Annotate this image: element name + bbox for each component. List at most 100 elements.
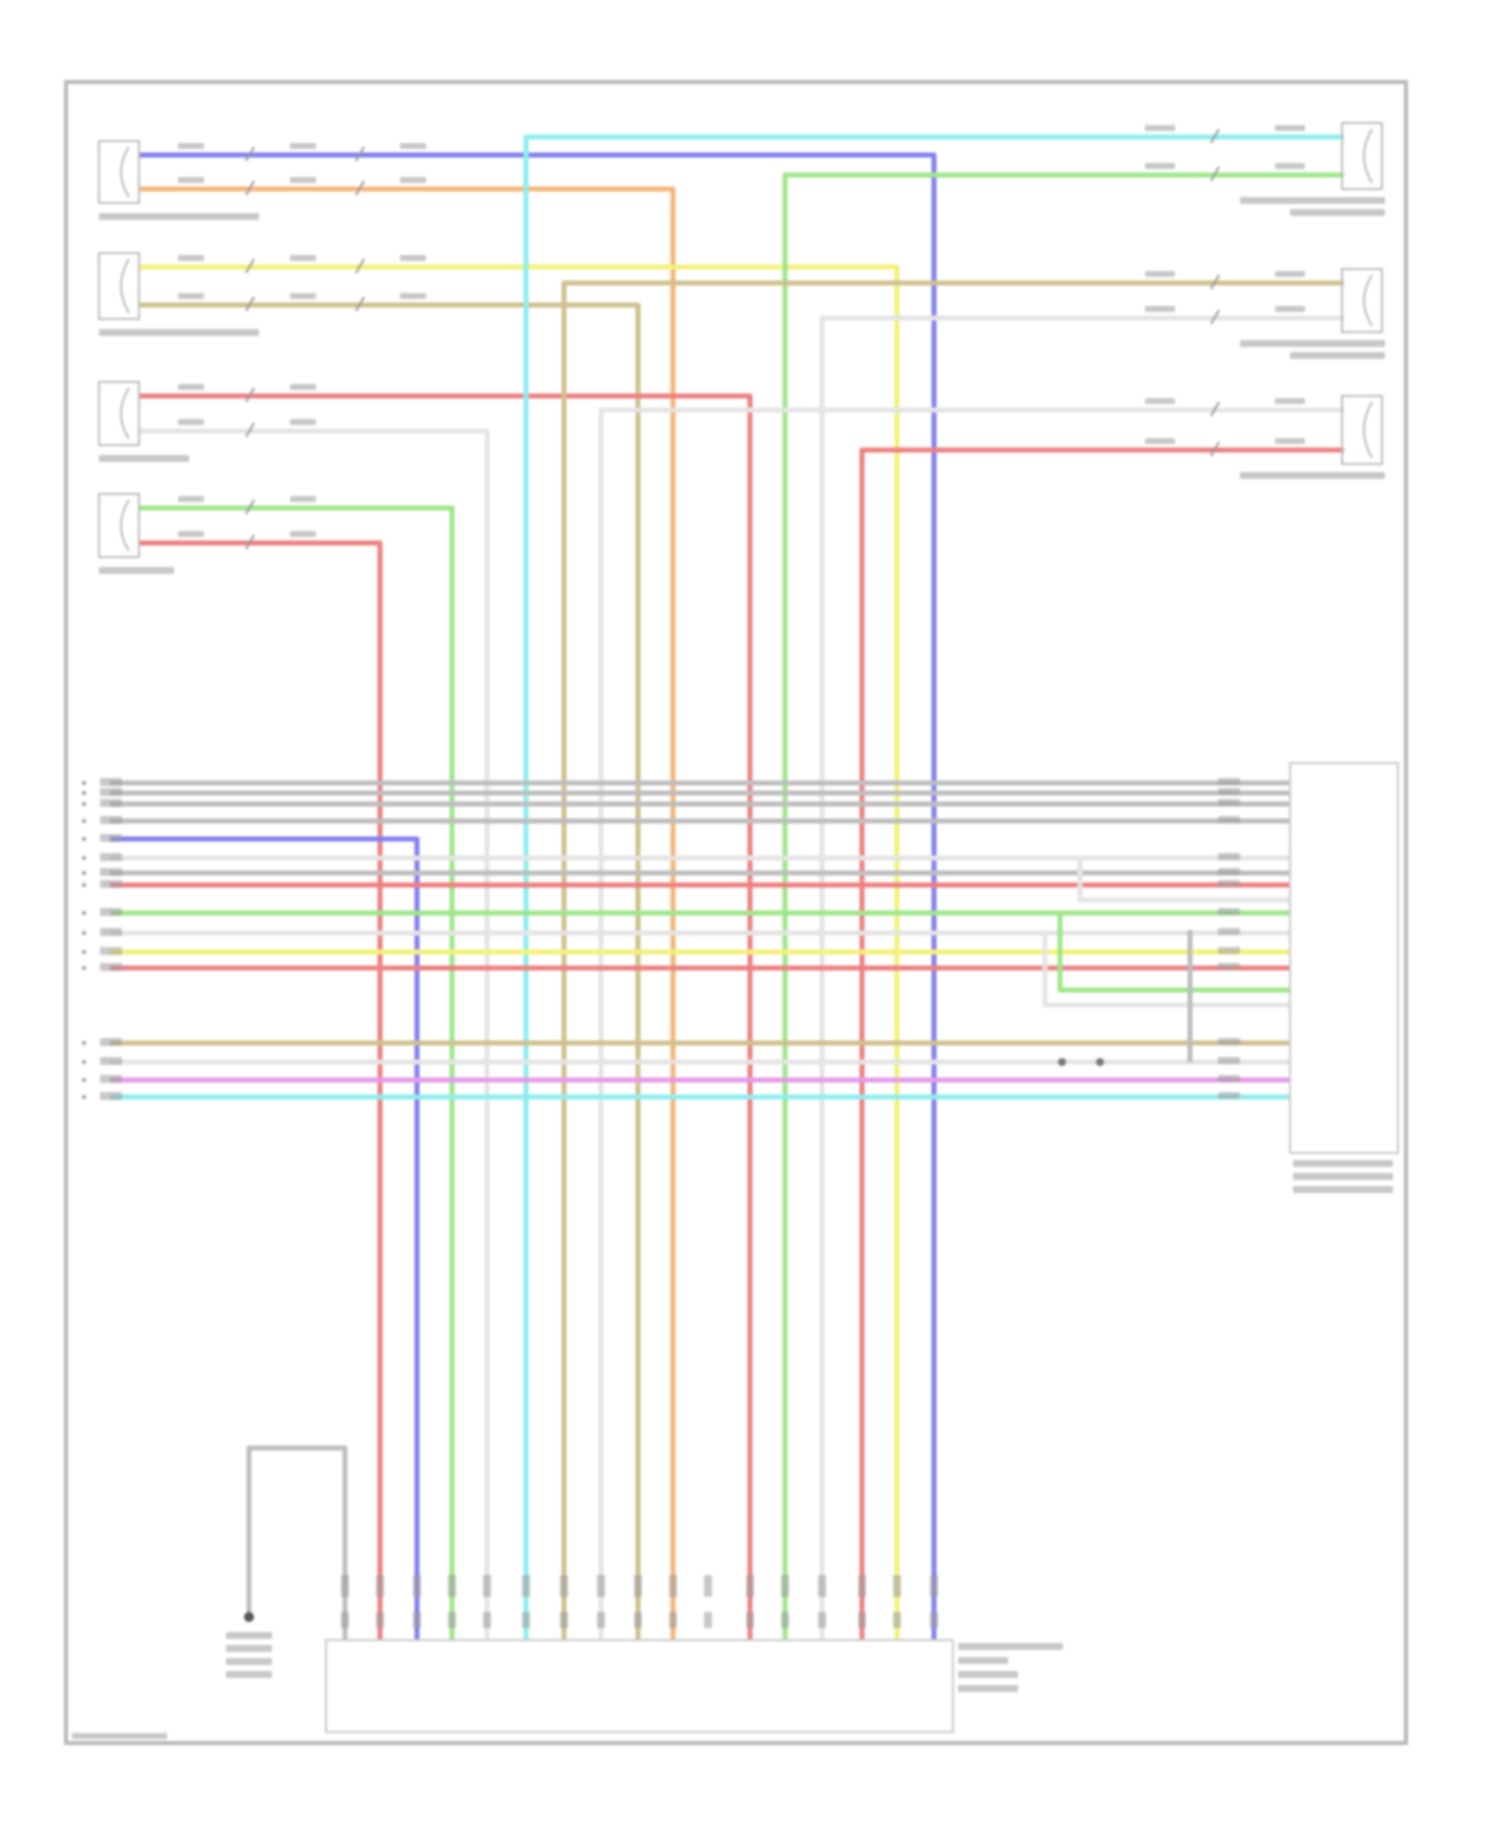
pin-number — [82, 1095, 86, 1099]
pin-label — [100, 1092, 122, 1100]
speaker-name-label — [1240, 472, 1385, 479]
connector-name-label — [958, 1671, 1018, 1678]
pin-number — [82, 871, 86, 875]
wires — [110, 134, 1344, 1640]
wire-blue — [138, 152, 937, 1640]
wire-white — [819, 315, 1344, 1640]
wire-label — [1218, 928, 1240, 935]
pin-number — [413, 1612, 421, 1628]
pin-number — [483, 1612, 491, 1628]
diagram-frame — [64, 80, 1408, 1745]
pin-label — [100, 963, 122, 971]
wire-label — [400, 255, 426, 261]
connector-icon — [245, 499, 255, 515]
speaker-cone — [1363, 128, 1373, 184]
pin-label — [100, 947, 122, 955]
wire-green — [782, 172, 1344, 1640]
diagram-footer-label — [72, 1733, 167, 1739]
wire-label — [1218, 963, 1240, 970]
wire-harness-blue — [110, 836, 420, 1640]
pin-number — [82, 950, 86, 954]
speaker-icon — [98, 493, 140, 558]
wire-label — [1275, 438, 1305, 444]
connector-name-label — [958, 1685, 1018, 1692]
wire-label — [178, 384, 204, 390]
labels — [72, 125, 1393, 1739]
pin-number — [82, 1041, 86, 1045]
wire-label — [1218, 947, 1240, 954]
pin-number — [82, 802, 86, 806]
ground-label — [226, 1632, 272, 1639]
pin-wire-label — [781, 1575, 789, 1597]
ground-label — [226, 1658, 272, 1665]
stereo-amplifier-connector — [325, 1639, 954, 1733]
pin-number — [341, 1612, 349, 1628]
pin-number — [893, 1612, 901, 1628]
pin-number — [634, 1612, 642, 1628]
connector-icon — [1210, 401, 1220, 417]
wire-label — [1218, 908, 1240, 915]
speaker-name-label — [1240, 197, 1385, 204]
pin-label — [100, 778, 122, 786]
ground-label — [226, 1645, 272, 1652]
jumper-wire — [1057, 913, 1290, 993]
pin-number — [781, 1612, 789, 1628]
pin-label — [100, 799, 122, 807]
wire-label — [1275, 398, 1305, 404]
wire-label — [1275, 125, 1305, 131]
pin-label — [100, 834, 122, 842]
connector-icon — [1210, 166, 1220, 182]
pin-number — [560, 1612, 568, 1628]
connector-icon — [355, 296, 365, 312]
right-speaker-2 — [1341, 268, 1383, 333]
wire-label — [1145, 163, 1175, 169]
wire-label — [1275, 306, 1305, 312]
speaker-name-label — [1290, 209, 1385, 216]
connector-name-label — [958, 1643, 1063, 1650]
pin-number — [522, 1612, 530, 1628]
pin-wire-label — [818, 1575, 826, 1597]
module-name-label — [1293, 1173, 1393, 1180]
wire-white — [138, 428, 490, 1640]
audio-module-box — [1289, 762, 1399, 1154]
pin-number — [82, 791, 86, 795]
pin-number — [82, 1060, 86, 1064]
right-speaker-1 — [1341, 122, 1383, 190]
speaker-name-label — [1240, 340, 1385, 347]
pin-label — [100, 853, 122, 861]
module-name-label — [1293, 1160, 1393, 1167]
connector-name-label — [958, 1657, 1008, 1664]
pin-wire-label — [597, 1575, 605, 1597]
pin-label — [100, 1075, 122, 1083]
pin-number — [448, 1612, 456, 1628]
connector-icon — [1210, 309, 1220, 325]
jumper-wire — [1042, 933, 1290, 1008]
wire-label — [1218, 880, 1240, 887]
speaker-icon — [1341, 395, 1383, 465]
wire-label — [290, 419, 316, 425]
connector-icon — [355, 180, 365, 196]
speaker-cone — [120, 387, 130, 440]
pin-wire-label — [560, 1575, 568, 1597]
wire-label — [1145, 306, 1175, 312]
pin-number — [858, 1612, 866, 1628]
connector-icon — [1210, 274, 1220, 290]
pin-number — [82, 781, 86, 785]
pin-label — [100, 816, 122, 824]
speaker-icon — [98, 252, 140, 320]
speaker-cone — [120, 258, 130, 314]
wire-label — [290, 531, 316, 537]
left-speaker-1 — [98, 140, 140, 204]
jumper-wire — [960, 855, 1290, 903]
pin-wire-label — [341, 1575, 349, 1597]
pin-number — [82, 819, 86, 823]
wire-white — [598, 407, 1344, 1640]
speaker-icon — [98, 381, 140, 446]
connector-icon — [245, 180, 255, 196]
wire-label — [178, 531, 204, 537]
ground-label — [226, 1671, 272, 1678]
speaker-cone — [1363, 401, 1373, 459]
splice-icon — [1058, 1058, 1066, 1066]
ground-wire — [246, 1445, 348, 1640]
wire-label — [178, 293, 204, 299]
